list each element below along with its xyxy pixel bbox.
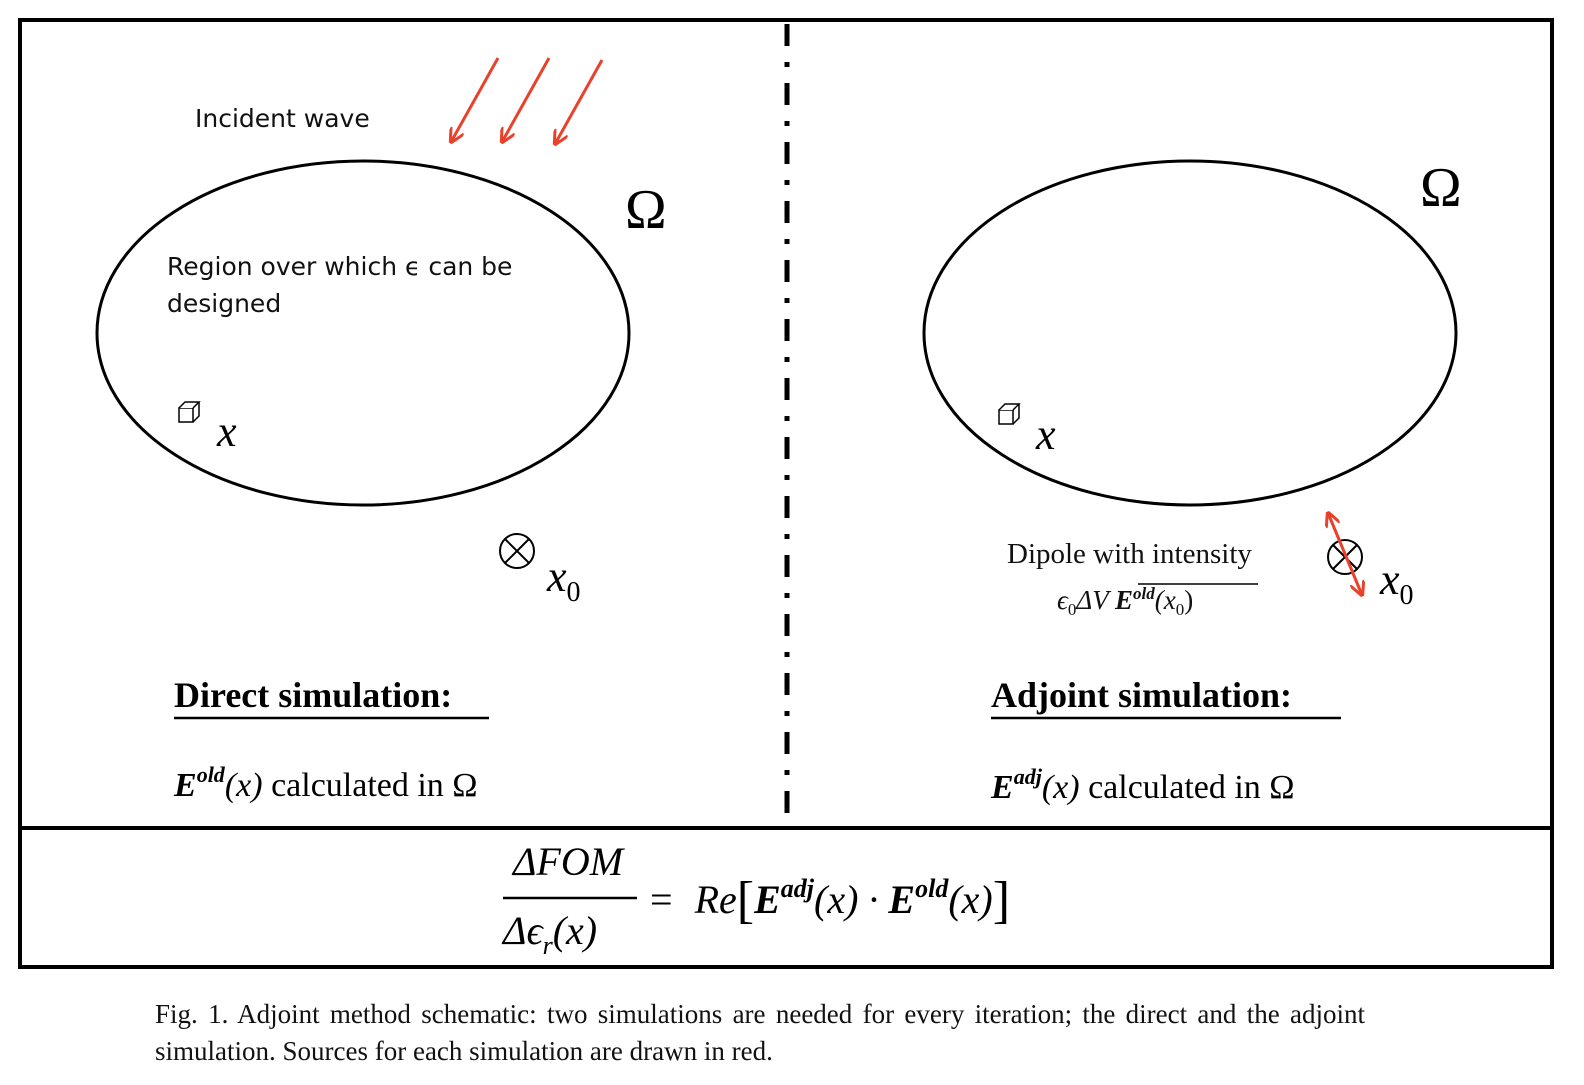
incident-arrow-2 [502,57,551,142]
figure-caption: Fig. 1. Adjoint method schematic: two si… [155,999,1365,1066]
design-region-ellipse [95,159,631,507]
incident-arrow-3 [555,59,604,144]
equation-rhs: = Re[Eadj(x) · Eold(x)] [650,872,1010,929]
omega-symbol-adjoint: Ω [1420,157,1462,219]
incident-wave-arrows [451,57,604,144]
equation-denominator: Δϵr(x) [501,908,597,960]
into-page-icon [499,533,535,569]
sensitivity-equation: ΔFOM Δϵr(x) = Re[Eadj(x) · Eold(x)] [501,839,1010,960]
dipole-label: Dipole with intensity [1007,538,1252,570]
dipole-arrow [1328,513,1362,595]
cube-icon [178,401,201,423]
cube-icon-adjoint [998,403,1021,425]
incident-arrow-1 [451,57,500,142]
point-x0-label: x0 [546,552,581,608]
point-x-label: x [216,407,237,456]
direct-field-expression: Eold(x) calculated in Ω [173,762,478,804]
outer-frame [18,18,1554,969]
region-label-line2: designed [167,289,281,318]
dipole-formula: ϵ0ΔV Eold(x0) [1057,584,1193,619]
right-panel: Ω x x0 Dipole with intensity ϵ0ΔV Eold(x… [922,157,1462,806]
adjoint-field-expression: Eadj(x) calculated in Ω [990,764,1295,806]
design-region-ellipse-adjoint [922,159,1458,507]
omega-symbol: Ω [625,179,667,241]
incident-wave-label: Incident wave [195,104,370,133]
direct-simulation-heading: Direct simulation: [174,675,452,715]
equation-numerator: ΔFOM [511,839,626,884]
adjoint-simulation-heading: Adjoint simulation: [991,675,1292,715]
region-label-line1: Region over which ϵ can be [167,252,512,281]
point-x0-label-adjoint: x0 [1379,555,1414,611]
left-panel: Incident wave Ω Region over which ϵ can … [95,57,667,804]
point-x-label-adjoint: x [1035,410,1056,459]
